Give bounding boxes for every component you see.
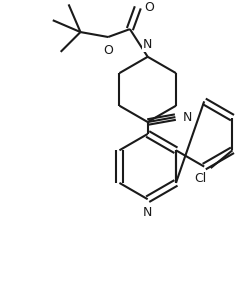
Text: O: O [103,44,113,57]
Text: N: N [143,206,152,219]
Text: N: N [143,38,152,51]
Text: Cl: Cl [194,172,207,185]
Text: N: N [182,111,192,124]
Text: O: O [145,1,154,14]
